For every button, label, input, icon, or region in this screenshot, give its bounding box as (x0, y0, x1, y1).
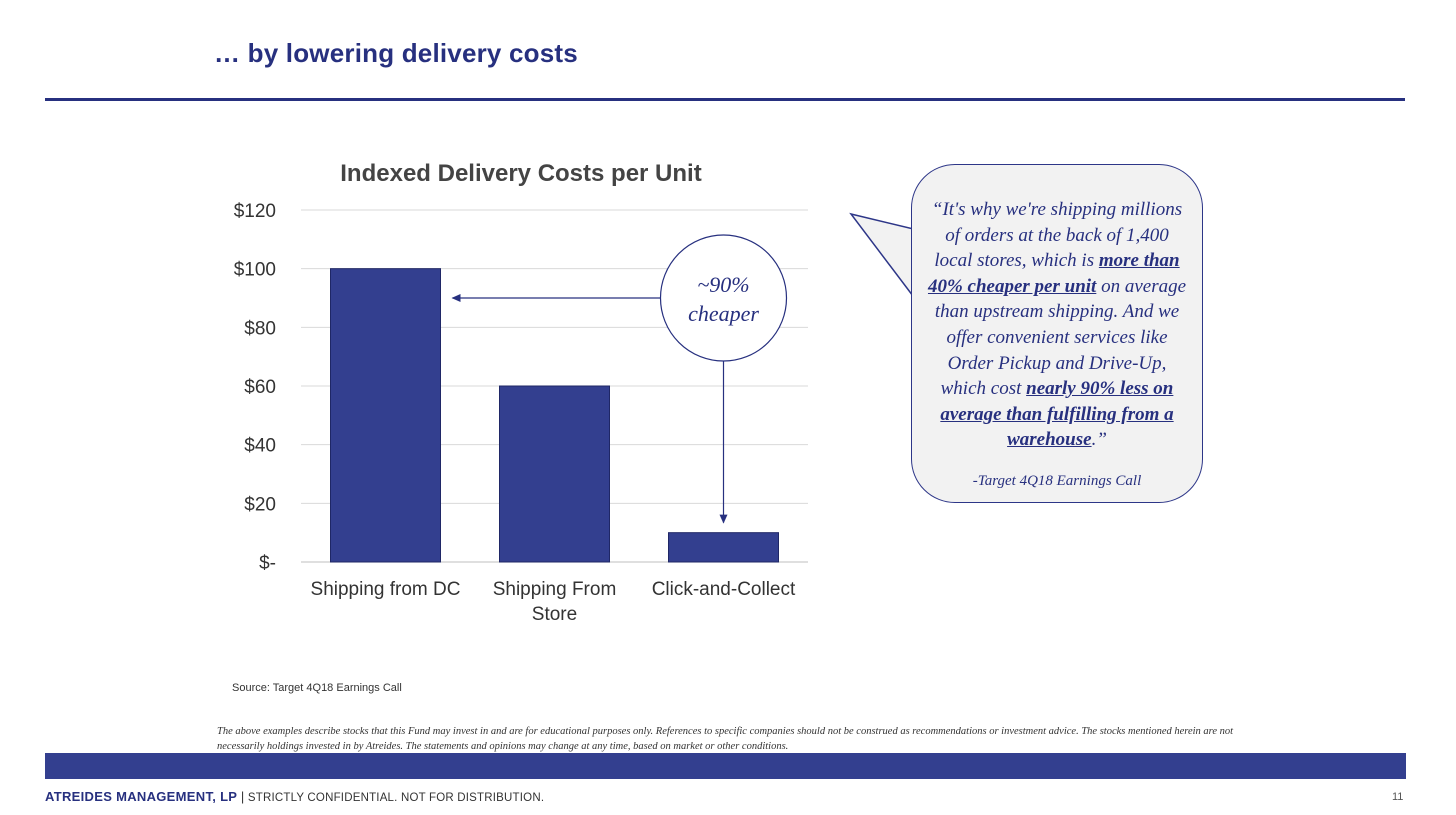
disclaimer: The above examples describe stocks that … (217, 726, 1234, 752)
y-tick-label: $60 (244, 377, 276, 398)
x-axis-categories: Shipping from DC Shipping From Store Click-… (311, 579, 796, 625)
y-tick-label: $- (259, 553, 276, 574)
quote-part-2: on average than upstream shipping. And w… (934, 275, 1187, 400)
title-divider (45, 98, 1405, 101)
callout-line-2: cheaper (688, 301, 759, 326)
bar (330, 268, 441, 563)
x-category-label: Shipping from DC (311, 579, 461, 600)
slide-title: … by lowering delivery costs (214, 38, 578, 68)
y-tick-label: $80 (244, 318, 276, 339)
quote-attribution: -Target 4Q18 Earnings Call (972, 472, 1142, 489)
quote-part-1: “It's why we're shipping millions of ord… (931, 199, 1183, 272)
quote-highlight-1: more than 40% cheaper per unit (927, 250, 1180, 297)
bar-series (330, 268, 779, 563)
chart-title: Indexed Delivery Costs per Unit (340, 160, 701, 187)
y-axis-ticks: $- $20 $40 $60 $80 $100 $120 (234, 201, 276, 574)
x-category-label: Store (532, 604, 577, 625)
y-tick-label: $100 (234, 260, 276, 281)
quote-callout: “It's why we're shipping millions of ord… (911, 164, 1203, 503)
callout-line-1: ~90% (697, 272, 749, 297)
quote-text: “It's why we're shipping millions of ord… (926, 197, 1188, 453)
footer-band (45, 753, 1406, 779)
savings-annotation: ~90% cheaper (451, 234, 788, 524)
footer-text: ATREIDES MANAGEMENT, LP | STRICTLY CONFI… (45, 789, 544, 804)
y-tick-label: $20 (244, 494, 276, 515)
callout-circle (659, 234, 788, 362)
source-note: Source: Target 4Q18 Earnings Call (232, 682, 402, 694)
bar (668, 532, 779, 563)
y-tick-label: $40 (244, 436, 276, 457)
bar (499, 385, 610, 563)
x-category-label: Shipping From (493, 579, 617, 600)
quote-part-3: .” (1091, 429, 1107, 451)
y-tick-label: $120 (234, 201, 276, 222)
x-category-label: Click-and-Collect (652, 579, 796, 600)
page-number: 11 (1392, 791, 1404, 803)
quote-bubble-tail (849, 212, 927, 301)
footer-confidential: STRICTLY CONFIDENTIAL. NOT FOR DISTRIBUT… (247, 792, 545, 804)
quote-highlight-2: nearly 90% less on average than fulfilli… (940, 378, 1174, 451)
footer-separator: | (237, 789, 248, 804)
footer-firm: ATREIDES MANAGEMENT, LP (45, 789, 238, 804)
